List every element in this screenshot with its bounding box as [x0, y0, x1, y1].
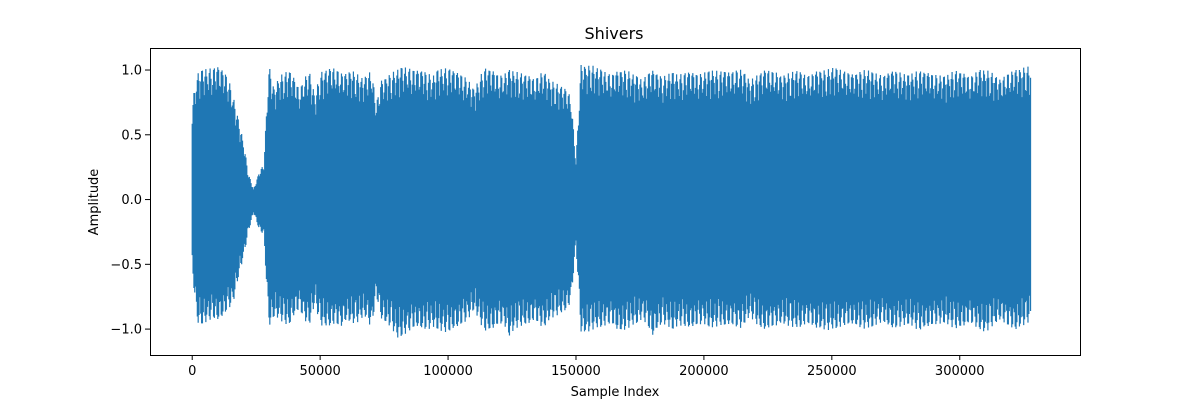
y-tick-label: 0.5	[121, 128, 142, 143]
x-tick-label: 0	[188, 364, 196, 379]
y-tick-label: −1.0	[110, 323, 142, 338]
x-tick-label: 50000	[299, 364, 340, 379]
plot-area	[191, 64, 1032, 338]
x-tick-label: 300000	[935, 364, 985, 379]
x-axis: 0 50000 100000 150000 200000 250000 300000	[188, 355, 985, 379]
chart-title: Shivers	[585, 24, 644, 43]
waveform-series	[191, 64, 1032, 338]
x-tick-label: 250000	[807, 364, 857, 379]
y-tick-label: 0.0	[121, 193, 142, 208]
x-tick-label: 150000	[551, 364, 601, 379]
x-tick-label: 100000	[423, 364, 473, 379]
plot-frame	[150, 48, 1081, 356]
y-axis-label: Amplitude	[87, 169, 102, 236]
x-tick-label: 200000	[679, 364, 729, 379]
y-tick-label: 1.0	[121, 64, 142, 79]
y-tick-label: −0.5	[110, 258, 142, 273]
y-axis: −1.0 −0.5 0.0 0.5 1.0	[110, 64, 150, 338]
x-axis-label: Sample Index	[571, 385, 660, 400]
